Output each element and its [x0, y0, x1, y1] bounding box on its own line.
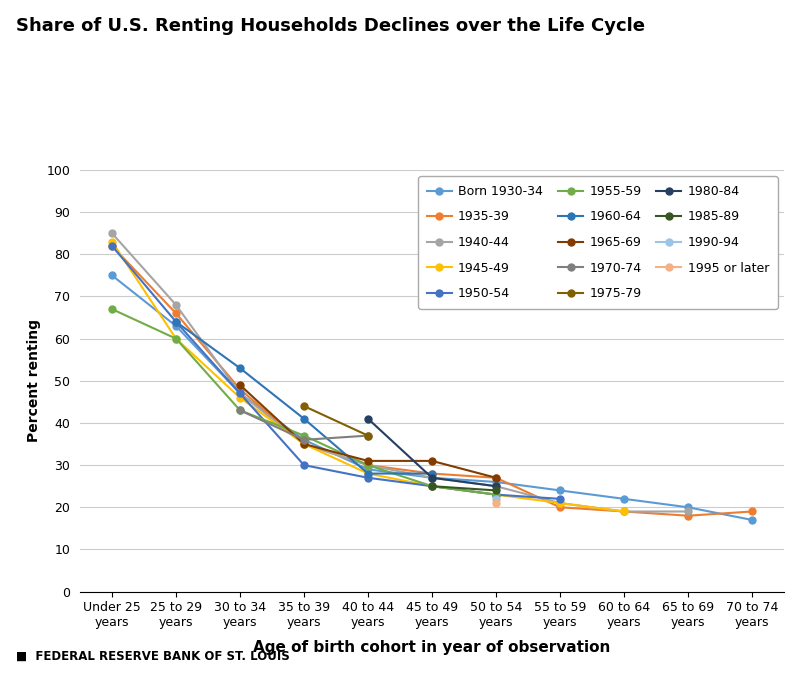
1955-59 [171, 335, 181, 343]
1940-44 [619, 507, 629, 515]
1935-39 [107, 242, 117, 250]
1945-49 [299, 440, 309, 448]
1940-44 [235, 390, 245, 398]
1945-49 [363, 469, 373, 477]
1955-59 [427, 482, 437, 490]
Born 1930-34 [747, 516, 757, 524]
1955-59 [363, 461, 373, 469]
1935-39 [299, 440, 309, 448]
1935-39 [747, 507, 757, 515]
1965-69 [299, 440, 309, 448]
1940-44 [299, 440, 309, 448]
1955-59 [299, 432, 309, 440]
Born 1930-34 [683, 503, 693, 511]
1940-44 [171, 301, 181, 309]
1945-49 [171, 335, 181, 343]
Line: 1940-44: 1940-44 [109, 230, 691, 515]
1980-84 [363, 415, 373, 423]
1940-44 [363, 461, 373, 469]
1935-39 [427, 469, 437, 477]
1960-64 [427, 469, 437, 477]
Line: 1970-74: 1970-74 [237, 407, 371, 443]
1945-49 [491, 490, 501, 498]
1975-79 [299, 402, 309, 410]
Line: Born 1930-34: Born 1930-34 [109, 272, 755, 524]
1960-64 [171, 318, 181, 326]
Born 1930-34 [619, 495, 629, 503]
1940-44 [683, 507, 693, 515]
1935-39 [491, 474, 501, 482]
1960-64 [299, 415, 309, 423]
Line: 1960-64: 1960-64 [173, 318, 435, 477]
Line: 1950-54: 1950-54 [109, 242, 563, 503]
1965-69 [491, 474, 501, 482]
1970-74 [363, 432, 373, 440]
1950-54 [235, 390, 245, 398]
Born 1930-34 [107, 271, 117, 279]
Text: Share of U.S. Renting Households Declines over the Life Cycle: Share of U.S. Renting Households Decline… [16, 17, 645, 35]
Line: 1985-89: 1985-89 [429, 483, 499, 494]
Born 1930-34 [235, 390, 245, 398]
1940-44 [427, 474, 437, 482]
Y-axis label: Percent renting: Percent renting [27, 320, 41, 442]
1945-49 [619, 507, 629, 515]
1945-49 [555, 499, 565, 507]
1960-64 [235, 364, 245, 372]
1965-69 [235, 381, 245, 389]
Line: 1935-39: 1935-39 [109, 242, 755, 520]
Text: ■  FEDERAL RESERVE BANK OF ST. LOUIS: ■ FEDERAL RESERVE BANK OF ST. LOUIS [16, 650, 290, 663]
1940-44 [107, 229, 117, 237]
1980-84 [427, 474, 437, 482]
1940-44 [555, 499, 565, 507]
1955-59 [491, 490, 501, 498]
1935-39 [363, 461, 373, 469]
Born 1930-34 [427, 474, 437, 482]
Line: 1945-49: 1945-49 [109, 238, 627, 515]
1975-79 [363, 432, 373, 440]
Born 1930-34 [555, 486, 565, 494]
Line: 1955-59: 1955-59 [109, 305, 499, 498]
1945-49 [235, 394, 245, 402]
Born 1930-34 [363, 465, 373, 473]
Born 1930-34 [171, 322, 181, 330]
Line: 1975-79: 1975-79 [301, 403, 371, 439]
1960-64 [363, 469, 373, 477]
1935-39 [555, 503, 565, 511]
1950-54 [171, 318, 181, 326]
1950-54 [299, 461, 309, 469]
Born 1930-34 [491, 478, 501, 486]
Line: 1965-69: 1965-69 [237, 381, 499, 481]
Born 1930-34 [299, 436, 309, 444]
1950-54 [363, 474, 373, 482]
1980-84 [491, 482, 501, 490]
1950-54 [491, 490, 501, 498]
1935-39 [171, 309, 181, 318]
X-axis label: Age of birth cohort in year of observation: Age of birth cohort in year of observati… [254, 641, 610, 656]
Line: 1980-84: 1980-84 [365, 415, 499, 490]
1935-39 [235, 385, 245, 393]
1935-39 [619, 507, 629, 515]
1945-49 [427, 482, 437, 490]
1985-89 [427, 482, 437, 490]
1965-69 [427, 457, 437, 465]
1940-44 [491, 482, 501, 490]
1970-74 [235, 406, 245, 414]
1945-49 [107, 237, 117, 245]
1965-69 [363, 457, 373, 465]
Legend: Born 1930-34, 1935-39, 1940-44, 1945-49, 1950-54, 1955-59, 1960-64, 1965-69, 197: Born 1930-34, 1935-39, 1940-44, 1945-49,… [418, 176, 778, 309]
1985-89 [491, 486, 501, 494]
1955-59 [235, 406, 245, 414]
1950-54 [107, 242, 117, 250]
1935-39 [683, 511, 693, 520]
1955-59 [107, 305, 117, 313]
1950-54 [427, 482, 437, 490]
1950-54 [555, 495, 565, 503]
1970-74 [299, 436, 309, 444]
